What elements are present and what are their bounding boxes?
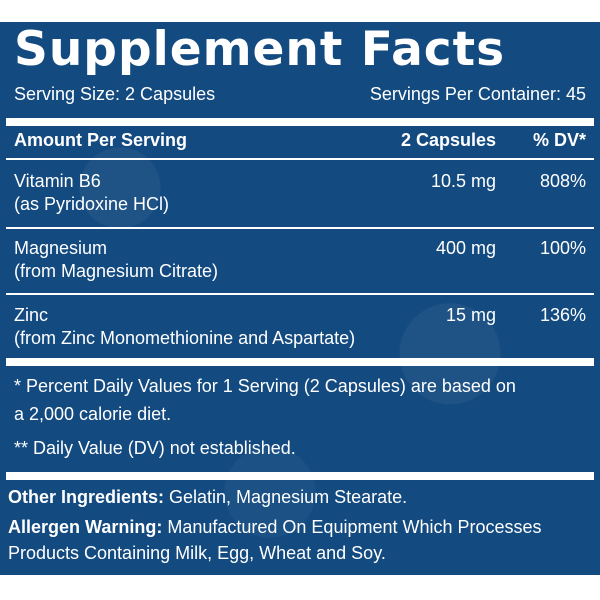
- allergen-label: Allergen Warning:: [8, 517, 163, 537]
- footnote-line: ** Daily Value (DV) not established.: [14, 438, 296, 458]
- ingredients-block: Other Ingredients: Gelatin, Magnesium St…: [8, 484, 592, 566]
- nutrient-source: (from Magnesium Citrate): [14, 261, 219, 281]
- divider-thick: [6, 472, 594, 480]
- supplement-facts-panel: Supplement Facts Serving Size: 2 Capsule…: [0, 22, 600, 575]
- other-ingredients-label: Other Ingredients:: [8, 487, 165, 507]
- header-qty: 2 Capsules: [400, 130, 496, 150]
- nutrient-amount: 400 mg: [435, 238, 496, 258]
- nutrient-row-vitamin-b6: Vitamin B6 (as Pyridoxine HCl) 10.5 mg 8…: [14, 170, 586, 216]
- nutrient-dv: 100%: [539, 238, 586, 258]
- servings-per-container: Servings Per Container: 45: [369, 84, 586, 104]
- nutrient-row-magnesium: Magnesium (from Magnesium Citrate) 400 m…: [14, 237, 586, 283]
- nutrient-name: Zinc: [14, 305, 49, 325]
- divider: [6, 158, 594, 160]
- nutrient-row-zinc: Zinc (from Zinc Monomethionine and Aspar…: [14, 304, 586, 350]
- nutrient-amount: 10.5 mg: [430, 171, 496, 191]
- allergen-warning: Allergen Warning: Manufactured On Equipm…: [8, 514, 592, 540]
- divider-thick: [6, 358, 594, 366]
- nutrient-dv: 808%: [539, 171, 586, 191]
- footnotes: * Percent Daily Values for 1 Serving (2 …: [14, 372, 586, 462]
- allergen-text: Manufactured On Equipment Which Processe…: [162, 517, 542, 537]
- serving-size: Serving Size: 2 Capsules: [14, 84, 216, 104]
- allergen-text-cont: Products Containing Milk, Egg, Wheat and…: [8, 543, 386, 563]
- nutrient-name: Vitamin B6: [14, 171, 101, 191]
- other-ingredients-text: Gelatin, Magnesium Stearate.: [164, 487, 408, 507]
- panel-title: Supplement Facts: [14, 22, 506, 77]
- footnote-line: a 2,000 calorie diet.: [14, 404, 172, 424]
- header-dv: % DV*: [532, 130, 586, 150]
- divider-thick: [6, 118, 594, 126]
- nutrient-source: (as Pyridoxine HCl): [14, 194, 170, 214]
- nutrient-source: (from Zinc Monomethionine and Aspartate): [14, 328, 356, 348]
- header-amount: Amount Per Serving: [14, 130, 188, 150]
- footnote-line: * Percent Daily Values for 1 Serving (2 …: [14, 376, 516, 396]
- divider: [6, 227, 594, 229]
- other-ingredients: Other Ingredients: Gelatin, Magnesium St…: [8, 484, 592, 510]
- nutrient-name: Magnesium: [14, 238, 108, 258]
- nutrient-dv: 136%: [539, 305, 586, 325]
- divider: [6, 293, 594, 295]
- nutrient-amount: 15 mg: [445, 305, 496, 325]
